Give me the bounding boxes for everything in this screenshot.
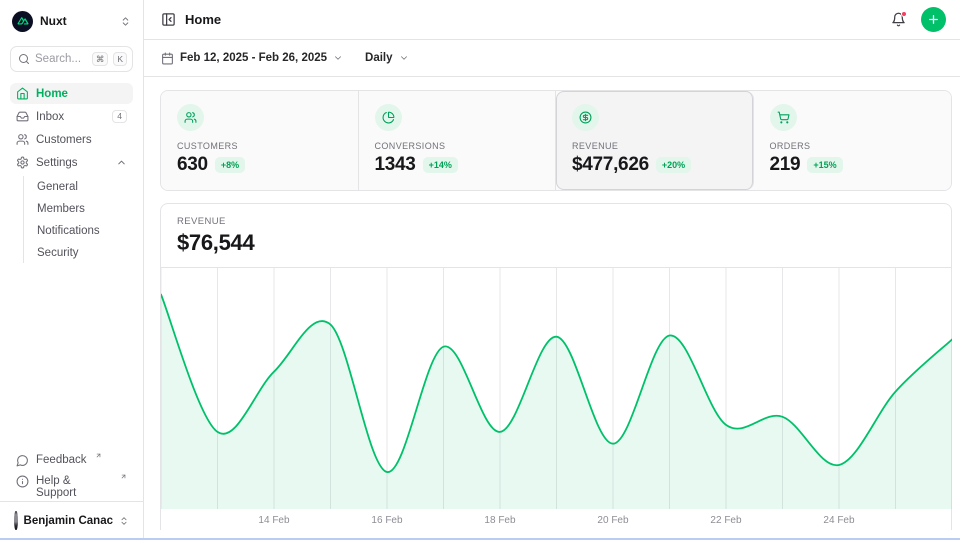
inbox-count-badge: 4 bbox=[112, 110, 127, 124]
page-header: Home bbox=[144, 0, 960, 40]
external-link-icon bbox=[95, 452, 102, 459]
sidebar-item-home[interactable]: Home bbox=[10, 83, 133, 104]
sidebar-item-notifications[interactable]: Notifications bbox=[33, 220, 133, 241]
revenue-chart-card: REVENUE $76,544 14 Feb 16 Feb 18 Feb 20 Feb… bbox=[160, 203, 952, 530]
stat-delta-badge: +15% bbox=[807, 157, 842, 173]
user-name: Benjamin Canac bbox=[24, 515, 113, 527]
search-field[interactable] bbox=[35, 53, 87, 65]
svg-text:22 Feb: 22 Feb bbox=[710, 515, 742, 526]
svg-text:16 Feb: 16 Feb bbox=[371, 515, 403, 526]
stat-card-customers[interactable]: CUSTOMERS 630 +8% bbox=[161, 91, 359, 190]
chevron-down-icon bbox=[333, 53, 343, 63]
sidebar-item-settings[interactable]: Settings bbox=[10, 152, 133, 173]
sidebar: Nuxt ⌘ K Home Inb bbox=[0, 0, 144, 540]
chart-total-value: $76,544 bbox=[177, 230, 935, 256]
svg-text:18 Feb: 18 Feb bbox=[484, 515, 516, 526]
panel-left-close-icon bbox=[161, 12, 176, 27]
user-menu[interactable]: Benjamin Canac bbox=[10, 509, 133, 532]
chevron-down-icon bbox=[399, 53, 409, 63]
stat-label: ORDERS bbox=[770, 141, 936, 151]
nuxt-logo-icon bbox=[12, 11, 33, 32]
help-support-link[interactable]: Help & Support bbox=[10, 473, 133, 494]
chart-header: REVENUE $76,544 bbox=[161, 204, 951, 268]
dollar-coin-icon bbox=[572, 104, 599, 131]
sidebar-item-members[interactable]: Members bbox=[33, 198, 133, 219]
sidebar-divider bbox=[0, 501, 143, 502]
info-icon bbox=[16, 475, 29, 488]
chevron-up-icon bbox=[116, 157, 127, 168]
avatar bbox=[14, 511, 18, 530]
collapse-sidebar-button[interactable] bbox=[161, 12, 176, 27]
period-select[interactable]: Daily bbox=[365, 52, 409, 64]
plus-icon bbox=[927, 13, 940, 26]
svg-text:14 Feb: 14 Feb bbox=[258, 515, 290, 526]
kbd-k: K bbox=[113, 52, 127, 66]
shopping-cart-icon bbox=[770, 104, 797, 131]
date-range-picker[interactable]: Feb 12, 2025 - Feb 26, 2025 bbox=[161, 52, 343, 65]
notifications-button[interactable] bbox=[891, 12, 906, 27]
message-circle-icon bbox=[16, 454, 29, 467]
sidebar-item-security[interactable]: Security bbox=[33, 242, 133, 263]
workspace-switcher[interactable]: Nuxt bbox=[10, 9, 133, 33]
sidebar-item-general[interactable]: General bbox=[33, 176, 133, 197]
stat-value: 630 bbox=[177, 154, 208, 176]
kbd-meta: ⌘ bbox=[92, 52, 109, 66]
add-button[interactable] bbox=[921, 7, 946, 32]
stat-delta-badge: +14% bbox=[423, 157, 458, 173]
stat-value: 1343 bbox=[375, 154, 416, 176]
pie-chart-icon bbox=[375, 104, 402, 131]
svg-text:20 Feb: 20 Feb bbox=[597, 515, 629, 526]
chart-label: REVENUE bbox=[177, 216, 935, 227]
search-input[interactable]: ⌘ K bbox=[10, 46, 133, 72]
stat-delta-badge: +20% bbox=[656, 157, 691, 173]
search-icon bbox=[18, 53, 30, 65]
chevrons-up-down-icon bbox=[119, 516, 129, 526]
external-link-icon bbox=[120, 473, 127, 480]
stat-value: 219 bbox=[770, 154, 801, 176]
users-icon bbox=[16, 133, 29, 146]
sidebar-nav: Home Inbox 4 Customers Settings bbox=[10, 83, 133, 263]
calendar-icon bbox=[161, 52, 174, 65]
stat-card-orders[interactable]: ORDERS 219 +15% bbox=[754, 91, 952, 190]
workspace-name: Nuxt bbox=[40, 14, 113, 28]
revenue-area-chart: 14 Feb 16 Feb 18 Feb 20 Feb 22 Feb 24 Feb bbox=[161, 268, 952, 530]
sidebar-item-inbox[interactable]: Inbox 4 bbox=[10, 106, 133, 127]
filters-toolbar: Feb 12, 2025 - Feb 26, 2025 Daily bbox=[144, 40, 960, 77]
feedback-link[interactable]: Feedback bbox=[10, 452, 133, 473]
home-icon bbox=[16, 87, 29, 100]
stat-label: REVENUE bbox=[572, 141, 737, 151]
page-title: Home bbox=[185, 12, 882, 27]
svg-text:24 Feb: 24 Feb bbox=[823, 515, 855, 526]
stat-card-revenue[interactable]: REVENUE $477,626 +20% bbox=[556, 91, 754, 190]
stat-value: $477,626 bbox=[572, 154, 649, 176]
users-icon bbox=[177, 104, 204, 131]
stats-cards: CUSTOMERS 630 +8% CONVERSIONS 1343 +14% bbox=[160, 90, 952, 191]
stat-card-conversions[interactable]: CONVERSIONS 1343 +14% bbox=[359, 91, 557, 190]
app-window: Nuxt ⌘ K Home Inb bbox=[0, 0, 960, 540]
dashboard-content: CUSTOMERS 630 +8% CONVERSIONS 1343 +14% bbox=[144, 77, 960, 530]
main-panel: Home Feb 12, 2025 - Feb 26, 2025 Daily bbox=[144, 0, 960, 540]
stat-delta-badge: +8% bbox=[215, 157, 245, 173]
inbox-icon bbox=[16, 110, 29, 123]
stat-label: CONVERSIONS bbox=[375, 141, 540, 151]
gear-icon bbox=[16, 156, 29, 169]
sidebar-item-customers[interactable]: Customers bbox=[10, 129, 133, 150]
notification-dot bbox=[901, 11, 907, 17]
settings-subnav: General Members Notifications Security bbox=[23, 176, 133, 263]
stat-label: CUSTOMERS bbox=[177, 141, 342, 151]
chevrons-up-down-icon bbox=[120, 16, 131, 27]
